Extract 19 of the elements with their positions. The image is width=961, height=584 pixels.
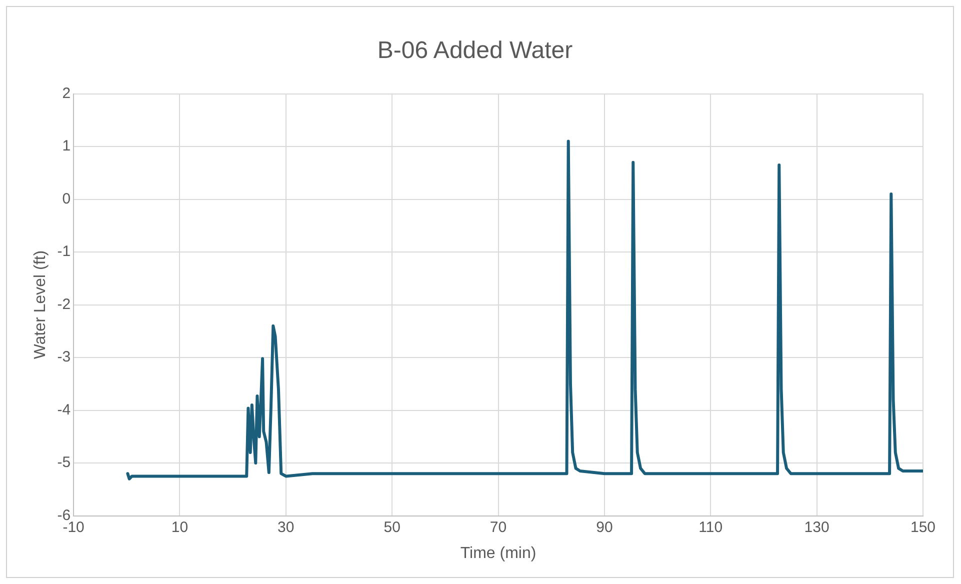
- y-tick-label: 2: [62, 84, 71, 102]
- y-tick-label: -2: [57, 296, 71, 313]
- y-tick-label: -5: [57, 454, 71, 472]
- y-tick-label: -3: [57, 348, 71, 366]
- x-tick-label: 50: [384, 518, 400, 536]
- y-axis-title: Water Level (ft): [32, 250, 50, 360]
- y-tick-label: 0: [62, 190, 71, 208]
- x-tick-label: 90: [596, 518, 613, 536]
- x-axis-title: Time (min): [460, 544, 536, 562]
- x-tick-label: 110: [698, 518, 723, 536]
- x-tick-label: 130: [804, 518, 830, 536]
- y-tick-label: -4: [57, 401, 71, 418]
- y-tick-label: 1: [62, 138, 71, 155]
- x-tick-label: 70: [490, 518, 507, 536]
- chart-title: B-06 Added Water: [377, 37, 573, 64]
- x-tick-label: 30: [278, 518, 294, 536]
- y-tick-label: -1: [57, 243, 71, 260]
- x-tick-label: 10: [171, 518, 188, 536]
- x-tick-label: 150: [910, 518, 936, 536]
